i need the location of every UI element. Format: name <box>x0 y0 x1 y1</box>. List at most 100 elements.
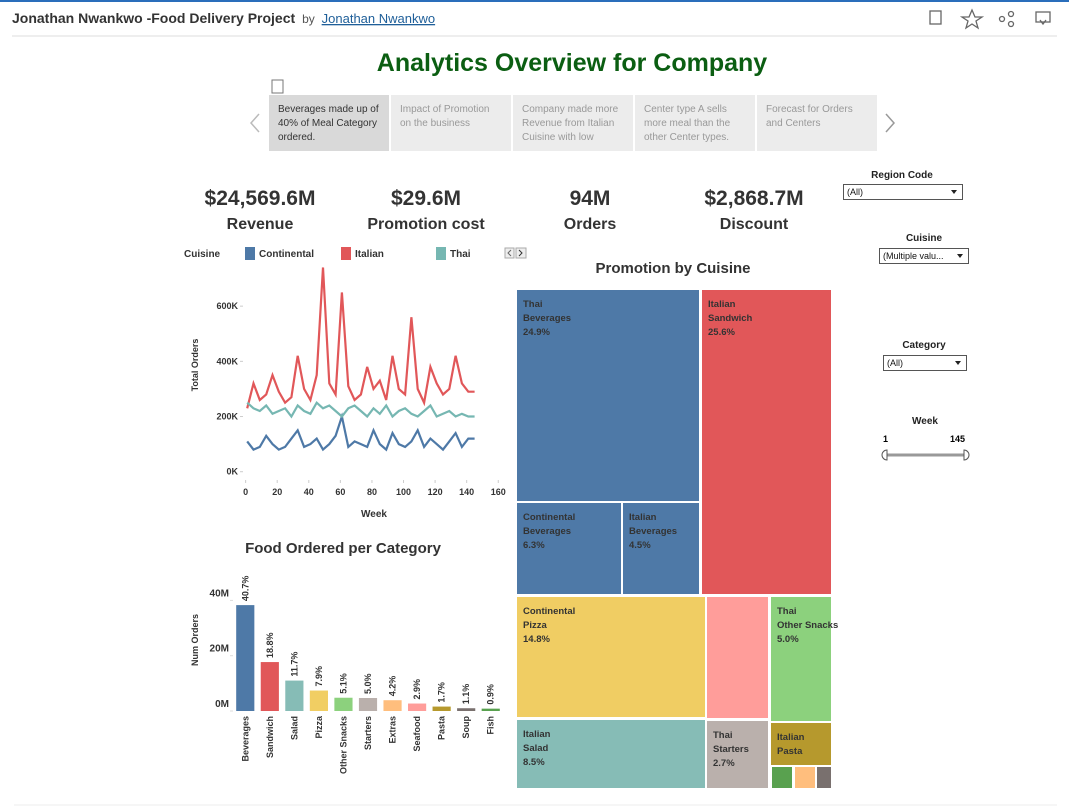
story-icon <box>271 79 284 94</box>
story-prev[interactable] <box>249 113 260 133</box>
treemap-label: 2.7% <box>713 758 735 769</box>
edit-icon[interactable] <box>929 10 942 25</box>
filter-label: Week <box>912 416 938 427</box>
treemap-label: Thai <box>523 299 543 310</box>
treemap-cell <box>771 723 831 765</box>
treemap-cell <box>623 503 699 594</box>
story-next[interactable] <box>885 113 896 133</box>
x-tick-label: 80 <box>367 487 377 497</box>
filter-dropdown[interactable]: (All) <box>883 355 967 371</box>
legend-label: Italian <box>355 249 384 260</box>
x-tick-label: 120 <box>428 487 443 497</box>
week-min: 1 <box>883 434 889 444</box>
x-tick-label: Beverages <box>240 716 250 762</box>
kpi-value: $29.6M <box>391 187 461 210</box>
treemap-label: Italian <box>708 299 736 310</box>
story-point[interactable]: Beverages made up of 40% of Meal Categor… <box>269 95 389 151</box>
bar-share-label: 0.9% <box>486 684 496 705</box>
y-axis-label: Num Orders <box>190 614 200 666</box>
chart-title: Food Ordered per Category <box>245 540 442 557</box>
story-point[interactable]: Company made more Revenue from Italian C… <box>513 95 633 151</box>
bar-share-label: 5.0% <box>363 673 373 694</box>
by-text: by <box>302 12 315 26</box>
filter-label: Cuisine <box>905 233 943 244</box>
bar-share-label: 7.9% <box>314 666 324 687</box>
bar-share-label: 18.8% <box>265 633 275 659</box>
x-tick-label: 40 <box>304 487 314 497</box>
y-tick-label: 600K <box>216 301 238 311</box>
author-link[interactable]: Jonathan Nwankwo <box>322 11 435 26</box>
kpi-label: Orders <box>564 216 617 233</box>
filter-label: Category <box>902 340 946 351</box>
bar-share-label: 1.7% <box>437 682 447 703</box>
kpi-label: Revenue <box>227 216 294 233</box>
series-line <box>246 267 475 409</box>
legend-swatch <box>341 247 351 260</box>
treemap-label: Pizza <box>523 620 547 631</box>
chart-title: Promotion by Cuisine <box>595 260 750 277</box>
treemap-label: Italian <box>629 512 657 523</box>
treemap-label: Continental <box>523 512 575 523</box>
treemap-label: Beverages <box>523 526 571 537</box>
treemap-label: Sandwich <box>708 313 753 324</box>
x-axis-label: Week <box>361 509 387 520</box>
treemap-cell <box>707 721 768 788</box>
filter-dropdown[interactable]: (All) <box>843 184 963 200</box>
legend-swatch <box>245 247 255 260</box>
x-tick-label: Other Snacks <box>338 716 348 774</box>
story-point[interactable]: Center type A sells more meal than the o… <box>635 95 755 151</box>
treemap-label: Thai <box>713 730 733 741</box>
x-tick-label: Sandwich <box>265 716 275 758</box>
treemap-label: Beverages <box>523 313 571 324</box>
pager <box>504 247 527 259</box>
x-tick-label: 100 <box>396 487 411 497</box>
bar <box>383 700 402 711</box>
filter-dropdown[interactable]: (Multiple valu... <box>879 248 969 264</box>
legend-swatch <box>436 247 446 260</box>
share-icon[interactable] <box>998 10 1015 28</box>
treemap-label: 14.8% <box>523 634 550 645</box>
workbook-title: Jonathan Nwankwo -Food Delivery Project <box>12 10 296 26</box>
y-tick-label: 0M <box>215 699 229 710</box>
treemap-label: Starters <box>713 744 749 755</box>
treemap-cell <box>702 290 831 594</box>
kpi-label: Discount <box>720 216 789 233</box>
bar <box>309 690 328 711</box>
kpi-value: $24,569.6M <box>205 187 316 210</box>
x-tick-label: Extras <box>388 716 398 744</box>
x-tick-label: 140 <box>459 487 474 497</box>
treemap-label: 6.3% <box>523 540 545 551</box>
treemap-cell <box>517 720 705 788</box>
kpi-label: Promotion cost <box>367 216 485 233</box>
bar-share-label: 2.9% <box>412 679 422 700</box>
bar <box>236 605 255 711</box>
bar <box>481 708 500 711</box>
treemap-cell <box>707 597 768 718</box>
bar <box>432 706 451 711</box>
x-tick-label: Salad <box>289 716 299 740</box>
bar-share-label: 4.2% <box>388 676 398 697</box>
bar <box>358 698 378 711</box>
treemap-cell <box>517 503 621 594</box>
legend-title: Cuisine <box>184 249 221 260</box>
bar <box>334 697 353 711</box>
treemap-label: Beverages <box>629 526 677 537</box>
legend-label: Continental <box>259 249 314 260</box>
week-slider[interactable] <box>881 449 970 461</box>
treemap-label: 24.9% <box>523 327 550 338</box>
x-tick-label: 160 <box>491 487 506 497</box>
download-icon[interactable] <box>1035 11 1051 26</box>
story-point[interactable]: Forecast for Orders and Centers <box>757 95 877 151</box>
y-axis-label: Total Orders <box>190 339 200 392</box>
treemap-label: 8.5% <box>523 757 545 768</box>
story-point[interactable]: Impact of Promotion on the business <box>391 95 511 151</box>
x-tick-label: 20 <box>272 487 282 497</box>
treemap-label: Pasta <box>777 746 803 757</box>
bar <box>285 680 304 711</box>
series-line <box>246 400 475 419</box>
treemap-label: Italian <box>523 729 551 740</box>
treemap-cell <box>517 597 705 717</box>
favorite-icon[interactable] <box>959 8 985 30</box>
